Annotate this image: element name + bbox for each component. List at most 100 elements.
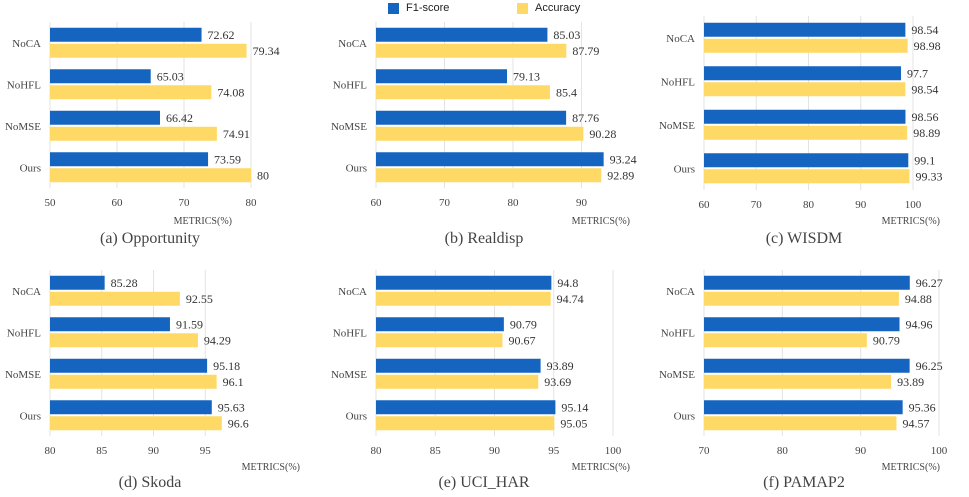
x-tick-label: 70 — [439, 197, 451, 209]
value-label: 92.55 — [186, 292, 213, 306]
value-label: 94.96 — [906, 317, 933, 331]
bar-f1 — [376, 27, 548, 42]
bar-accuracy — [376, 291, 551, 306]
value-label: 80 — [257, 168, 269, 182]
bar-accuracy — [376, 374, 539, 389]
bar-accuracy — [376, 126, 584, 141]
bar-f1 — [50, 400, 212, 415]
x-tick-label: 60 — [112, 197, 124, 209]
value-label: 94.57 — [902, 416, 929, 430]
legend-item-f1: F1-score — [388, 2, 449, 14]
chart-title: (c) WISDM — [766, 230, 843, 247]
chart-title: (a) Opportunity — [100, 230, 200, 247]
x-tick-label: 85 — [96, 445, 108, 457]
x-tick-label: 60 — [699, 199, 711, 211]
bar-accuracy — [50, 168, 251, 183]
value-label: 94.88 — [905, 292, 932, 306]
bar-f1 — [376, 317, 504, 332]
chart-panel-1: 50 60 70 80 METRICS(%) (a) Opportunity NoCA 72.… — [5, 22, 280, 247]
x-tick-label: 70 — [179, 197, 191, 209]
bar-f1 — [50, 275, 105, 290]
value-label: 87.79 — [572, 44, 599, 58]
bar-accuracy — [50, 43, 247, 58]
legend-label-f1: F1-score — [406, 2, 450, 14]
x-tick-label: 80 — [507, 197, 519, 209]
value-label: 79.34 — [253, 44, 280, 58]
bar-f1 — [50, 152, 209, 167]
category-label: NoHFL — [7, 327, 42, 339]
bar-f1 — [50, 358, 208, 373]
bar-f1 — [704, 153, 909, 168]
x-tick-label: 50 — [45, 197, 57, 209]
value-label: 93.69 — [544, 375, 571, 389]
x-tick-label: 80 — [246, 197, 258, 209]
bar-accuracy — [376, 85, 550, 100]
value-label: 94.29 — [204, 333, 231, 347]
x-axis-label: METRICS(%) — [572, 462, 630, 473]
value-label: 98.56 — [911, 110, 938, 124]
value-label: 98.98 — [914, 39, 941, 53]
bar-accuracy — [376, 333, 503, 348]
chart-panel-4: 80 85 90 95 METRICS(%) (d) Skoda NoCA 85.28 92.5… — [5, 270, 300, 491]
bar-f1 — [376, 152, 604, 167]
bar-f1 — [50, 110, 161, 125]
category-label: NoCA — [666, 286, 695, 298]
value-label: 91.59 — [176, 317, 203, 331]
category-label: NoMSE — [331, 121, 367, 133]
value-label: 99.1 — [914, 153, 935, 167]
x-tick-label: 70 — [699, 445, 711, 457]
value-label: 79.13 — [513, 69, 540, 83]
x-tick-label: 100 — [905, 199, 922, 211]
bar-accuracy — [50, 333, 198, 348]
value-label: 93.24 — [610, 152, 637, 166]
value-label: 94.74 — [557, 292, 584, 306]
bar-f1 — [50, 27, 202, 42]
chart-title: (e) UCI_HAR — [438, 474, 529, 491]
legend-item-accuracy: Accuracy — [517, 2, 580, 14]
bar-f1 — [704, 109, 906, 124]
value-label: 74.08 — [217, 85, 244, 99]
bar-f1 — [376, 110, 567, 125]
bar-f1 — [50, 69, 151, 84]
category-label: NoHFL — [7, 79, 42, 91]
bar-f1 — [376, 69, 508, 84]
chart-panel-2: 60 70 80 90 METRICS(%) (b) Realdisp NoCA 85.03 8… — [331, 22, 637, 247]
chart-legend: F1-score Accuracy — [0, 0, 969, 18]
category-label: NoMSE — [5, 121, 41, 133]
value-label: 96.25 — [916, 359, 943, 373]
bar-f1 — [704, 317, 900, 332]
x-tick-label: 95 — [200, 445, 212, 457]
x-tick-label: 90 — [576, 197, 588, 209]
x-tick-label: 70 — [751, 199, 763, 211]
bar-accuracy — [50, 85, 212, 100]
value-label: 85.28 — [111, 276, 138, 290]
x-tick-label: 80 — [371, 445, 383, 457]
bar-accuracy — [704, 374, 892, 389]
bar-accuracy — [50, 291, 180, 306]
value-label: 90.67 — [508, 333, 535, 347]
value-label: 94.8 — [557, 276, 578, 290]
legend-label-accuracy: Accuracy — [535, 2, 581, 14]
x-axis-label: METRICS(%) — [242, 462, 300, 473]
value-label: 98.54 — [911, 23, 938, 37]
value-label: 95.05 — [560, 416, 587, 430]
chart-title: (d) Skoda — [119, 474, 182, 491]
category-label: Ours — [20, 410, 41, 422]
value-label: 90.28 — [589, 127, 616, 141]
chart-title: (b) Realdisp — [445, 230, 524, 247]
category-label: NoMSE — [659, 120, 695, 132]
category-label: NoHFL — [333, 327, 368, 339]
x-axis-label: METRICS(%) — [174, 216, 232, 227]
value-label: 98.54 — [911, 82, 938, 96]
value-label: 95.14 — [561, 400, 588, 414]
value-label: 99.33 — [915, 169, 942, 183]
bar-accuracy — [376, 416, 555, 431]
category-label: NoHFL — [661, 327, 696, 339]
category-label: NoCA — [12, 286, 41, 298]
x-tick-label: 80 — [45, 445, 57, 457]
bar-f1 — [376, 275, 552, 290]
bar-accuracy — [704, 169, 910, 184]
chart-panel-5: 80 85 90 95 100 METRICS(%) (e) UCI_HAR NoCA 94.8… — [331, 270, 630, 491]
x-tick-label: 80 — [803, 199, 815, 211]
